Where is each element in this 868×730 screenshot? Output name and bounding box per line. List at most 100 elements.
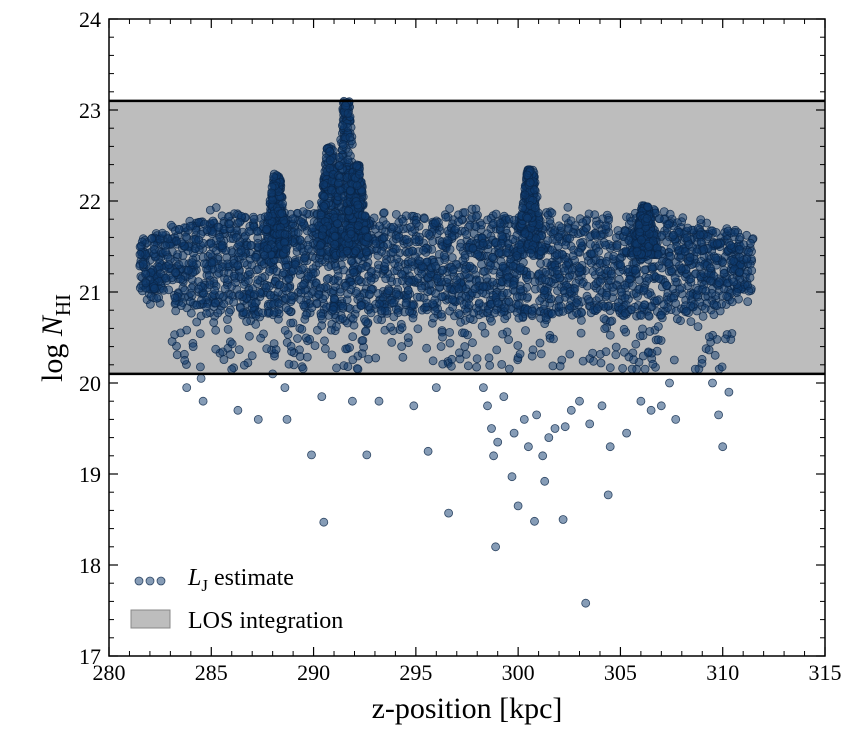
data-point <box>409 401 419 411</box>
data-point <box>470 284 480 294</box>
data-point <box>597 401 607 411</box>
data-point <box>578 356 588 366</box>
data-point <box>397 342 407 351</box>
data-point <box>215 232 225 242</box>
data-point <box>263 211 273 221</box>
data-point <box>239 360 249 370</box>
data-point <box>637 235 646 245</box>
data-point <box>341 101 350 111</box>
data-point <box>632 247 642 257</box>
data-point <box>320 344 330 354</box>
data-point <box>526 248 535 258</box>
data-point <box>384 286 394 296</box>
data-point <box>451 224 461 234</box>
data-point <box>700 304 710 313</box>
data-point <box>621 227 630 237</box>
data-point <box>485 360 495 370</box>
data-point <box>644 273 654 283</box>
data-point <box>314 289 324 299</box>
data-point <box>352 161 362 171</box>
data-point <box>726 240 735 250</box>
data-point <box>685 290 695 300</box>
data-point <box>631 265 640 275</box>
data-point <box>536 349 546 359</box>
data-point <box>402 265 412 275</box>
data-point <box>172 350 182 360</box>
data-point <box>494 248 504 258</box>
data-point <box>398 216 408 226</box>
data-point <box>540 476 550 486</box>
data-point <box>251 319 261 329</box>
data-point <box>167 337 177 346</box>
data-point <box>565 233 575 243</box>
data-point <box>404 338 413 348</box>
data-point <box>622 212 631 222</box>
data-point <box>509 428 519 438</box>
data-point <box>149 244 159 254</box>
data-point <box>656 310 666 320</box>
data-point <box>135 250 145 259</box>
data-point <box>325 155 335 165</box>
data-point <box>373 289 383 298</box>
data-point <box>417 283 427 293</box>
data-point <box>157 228 167 238</box>
data-point <box>464 279 474 289</box>
data-point <box>253 227 262 236</box>
data-point <box>170 293 180 303</box>
data-point <box>361 317 371 327</box>
data-point <box>701 286 711 296</box>
data-point <box>520 190 530 200</box>
data-point <box>235 303 245 313</box>
data-point <box>567 310 577 320</box>
data-point <box>581 598 591 608</box>
data-point <box>253 275 263 285</box>
data-point <box>141 278 151 288</box>
data-point <box>176 328 186 338</box>
data-point <box>465 220 475 230</box>
data-point <box>267 188 277 198</box>
legend: LJ estimate LOS integration <box>130 565 343 634</box>
data-point <box>447 295 457 305</box>
data-point <box>338 301 348 311</box>
data-point <box>227 339 237 349</box>
data-point <box>293 228 303 237</box>
data-point <box>401 298 411 308</box>
data-point <box>150 283 159 293</box>
data-point <box>478 238 488 248</box>
data-point <box>373 314 383 324</box>
data-point <box>538 451 548 461</box>
data-point <box>611 350 621 360</box>
y-axis-title: log NHI <box>36 294 75 382</box>
data-point <box>487 424 496 433</box>
data-point <box>508 280 518 290</box>
data-point <box>685 252 695 262</box>
data-point <box>530 516 539 526</box>
data-point <box>445 204 455 214</box>
data-point <box>303 244 313 254</box>
data-point <box>348 332 358 342</box>
data-point <box>469 308 479 318</box>
data-point <box>415 256 425 266</box>
data-point <box>669 355 679 365</box>
data-point <box>278 268 288 278</box>
data-point <box>188 342 198 352</box>
data-point <box>211 298 220 308</box>
data-point <box>483 401 492 411</box>
data-point <box>193 284 203 294</box>
data-point <box>727 297 737 307</box>
data-point <box>585 419 595 429</box>
data-point <box>392 277 402 287</box>
y-tick-label: 18 <box>79 553 101 578</box>
data-point <box>219 355 229 365</box>
data-point <box>671 414 681 424</box>
data-point <box>316 311 326 321</box>
data-point <box>319 201 329 211</box>
data-point <box>429 313 439 323</box>
data-point <box>464 300 474 310</box>
data-point <box>744 286 754 296</box>
data-point <box>652 296 662 306</box>
data-point <box>659 207 669 217</box>
data-point <box>671 306 681 316</box>
data-point <box>227 364 237 374</box>
data-point <box>714 278 724 288</box>
